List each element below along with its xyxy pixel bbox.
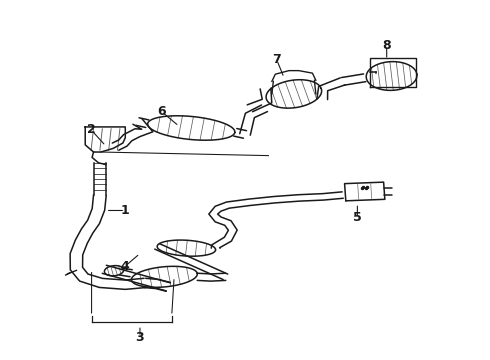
Text: 5: 5 bbox=[353, 211, 362, 224]
Text: 6: 6 bbox=[158, 105, 166, 118]
Text: 2: 2 bbox=[87, 123, 96, 136]
Text: 1: 1 bbox=[121, 204, 130, 217]
Text: 8: 8 bbox=[382, 39, 391, 52]
Text: 4: 4 bbox=[121, 260, 130, 273]
Text: 3: 3 bbox=[136, 330, 144, 343]
Text: 7: 7 bbox=[272, 53, 281, 66]
